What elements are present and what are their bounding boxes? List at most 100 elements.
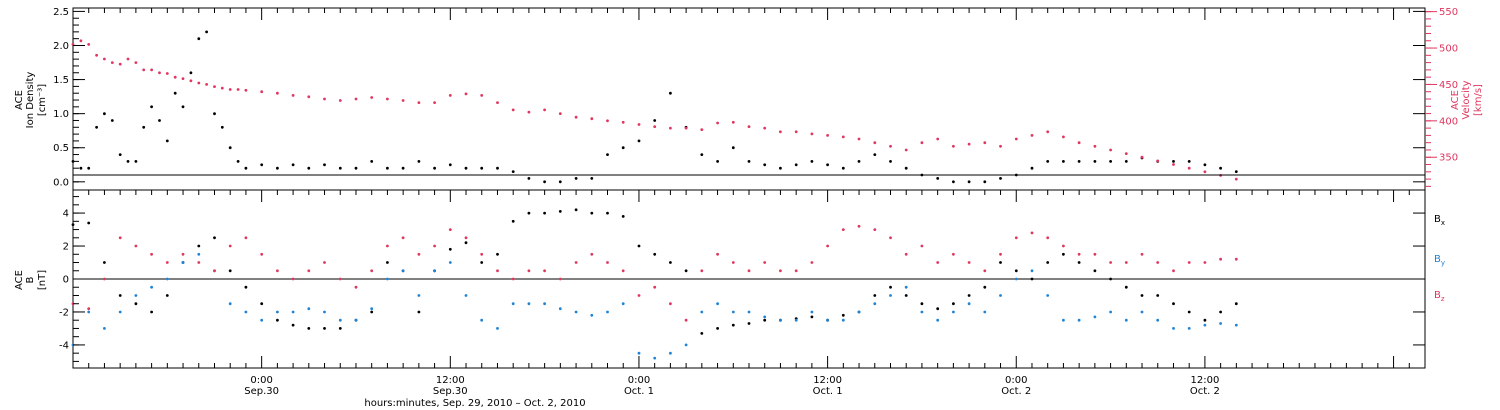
by-point xyxy=(889,294,892,297)
velocity-point xyxy=(496,101,499,104)
bx-points xyxy=(71,208,1238,335)
by-point xyxy=(307,307,311,311)
density-tick-label: 0.0 xyxy=(53,177,69,188)
bx-point xyxy=(291,323,295,327)
density-point xyxy=(527,177,531,180)
bx-point xyxy=(700,332,704,335)
by-point xyxy=(181,261,185,264)
velocity-axis: 350 400 450 500 550 xyxy=(1425,7,1458,187)
bz-point xyxy=(464,236,468,240)
velocity-point xyxy=(307,95,311,99)
density-point xyxy=(1109,160,1112,163)
bx-point xyxy=(810,315,814,319)
bx-point xyxy=(543,211,546,215)
velocity-point xyxy=(826,134,829,137)
by-points xyxy=(71,252,1238,360)
density-point xyxy=(338,166,342,170)
velocity-point xyxy=(134,61,138,64)
density-point xyxy=(103,112,106,116)
bx-point xyxy=(260,302,264,306)
by-point xyxy=(1109,310,1112,314)
velocity-tick-label: 550 xyxy=(1439,7,1458,18)
bz-point xyxy=(150,252,154,256)
velocity-point xyxy=(323,97,326,101)
legend: Bx By Bz xyxy=(1434,214,1445,303)
velocity-point xyxy=(936,137,940,141)
density-point xyxy=(244,166,248,170)
bx-point xyxy=(574,208,578,212)
density-point xyxy=(1077,160,1081,163)
velocity-point xyxy=(747,125,751,129)
date-tick-label: Oct. 2 xyxy=(1001,386,1031,397)
velocity-point xyxy=(213,85,216,88)
by-point xyxy=(841,318,845,322)
bz-point xyxy=(165,261,169,264)
bx-point xyxy=(386,261,389,264)
bx-point xyxy=(480,261,484,264)
density-point xyxy=(181,105,185,109)
velocity-point xyxy=(189,79,193,83)
bz-point xyxy=(1187,261,1191,264)
density-point xyxy=(480,166,484,170)
density-point xyxy=(134,160,138,163)
by-point xyxy=(826,318,829,322)
density-axis-label-1: ACE xyxy=(14,90,25,110)
velocity-point xyxy=(1124,152,1128,156)
bz-point xyxy=(370,269,374,273)
density-point xyxy=(983,180,987,184)
time-tick-label: 0:00 xyxy=(628,375,650,386)
velocity-point xyxy=(417,101,421,104)
time-tick-label: 12:00 xyxy=(813,375,842,386)
bz-point xyxy=(1109,261,1112,264)
velocity-point xyxy=(464,92,468,96)
density-point xyxy=(158,119,161,122)
bz-point xyxy=(480,252,484,256)
density-point xyxy=(904,166,908,170)
bz-point xyxy=(417,252,421,256)
velocity-point xyxy=(150,68,154,72)
velocity-point xyxy=(527,110,531,114)
density-point xyxy=(276,166,279,170)
bx-point xyxy=(936,307,940,311)
density-point xyxy=(794,163,798,167)
by-point xyxy=(999,294,1002,297)
density-point xyxy=(669,91,672,95)
velocity-point xyxy=(158,71,161,75)
velocity-tick-label: 500 xyxy=(1439,44,1458,55)
by-point xyxy=(716,302,719,306)
bz-point xyxy=(1093,252,1097,256)
bx-point xyxy=(370,310,374,314)
density-point xyxy=(228,146,232,150)
by-point xyxy=(1062,318,1065,322)
velocity-point xyxy=(197,81,201,85)
bx-point xyxy=(276,318,279,322)
density-point xyxy=(165,139,169,143)
b-axis: -4 -2 0 2 4 xyxy=(59,196,1425,362)
by-point xyxy=(87,310,91,314)
by-point xyxy=(118,310,122,314)
by-point xyxy=(763,315,767,319)
bz-point xyxy=(983,269,987,273)
bz-point xyxy=(1219,257,1222,261)
bz-point xyxy=(763,261,767,264)
velocity-point xyxy=(173,75,177,79)
bx-point xyxy=(621,215,625,218)
density-point xyxy=(173,91,177,95)
bz-point xyxy=(118,236,122,240)
bz-point xyxy=(244,236,248,240)
density-point xyxy=(621,146,625,150)
velocity-tick-label: 350 xyxy=(1439,153,1458,164)
by-point xyxy=(637,351,641,355)
by-point xyxy=(386,277,389,281)
bx-point xyxy=(841,313,845,317)
velocity-point xyxy=(1014,137,1018,141)
bz-point xyxy=(433,244,436,248)
velocity-point xyxy=(558,112,562,115)
bz-point xyxy=(794,269,798,273)
b-tick-label: -4 xyxy=(59,340,69,351)
density-point xyxy=(370,160,374,163)
by-point xyxy=(103,327,106,330)
bx-point xyxy=(228,269,232,273)
date-tick-label: Sep.30 xyxy=(433,386,468,397)
by-point xyxy=(779,318,782,322)
